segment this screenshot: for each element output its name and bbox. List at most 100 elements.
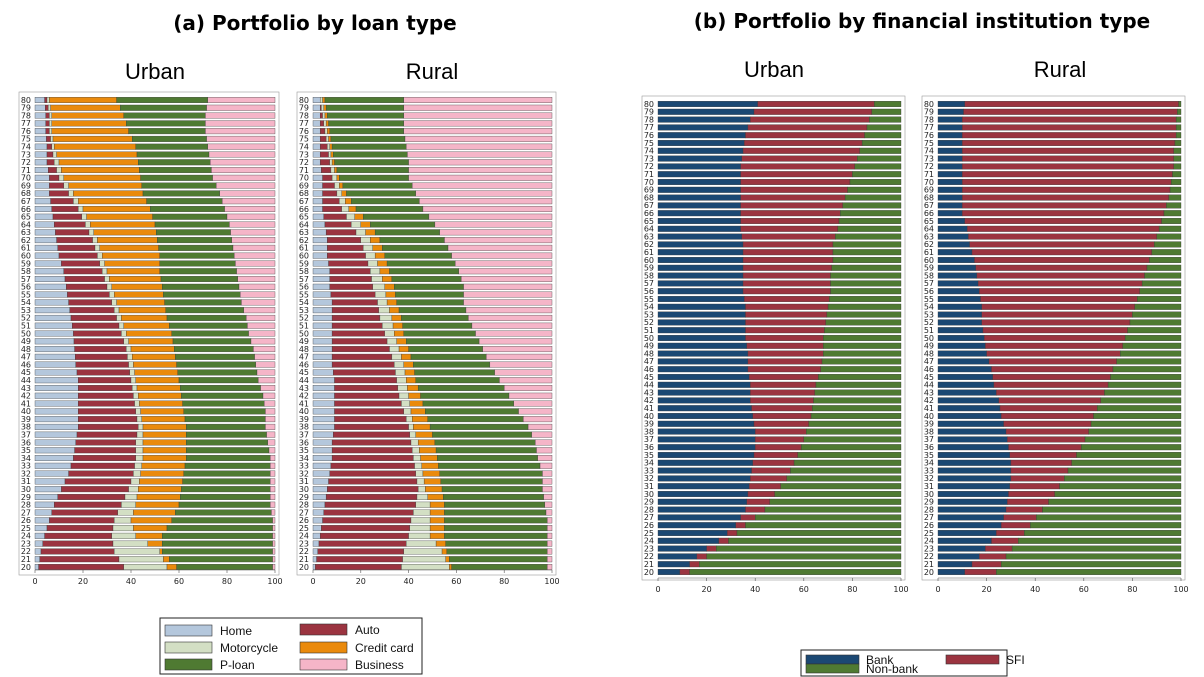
bar-segment-bank-age-69	[937, 186, 963, 193]
bar-segment-home-age-41	[312, 400, 335, 407]
bar-segment-business-age-38	[527, 423, 553, 430]
bar-segment-auto-age-28	[324, 501, 416, 508]
bar-segment-sfi-age-40	[752, 413, 812, 419]
bar-segment-credit-card-age-37	[142, 431, 187, 438]
bar-segment-p-loan-age-53	[398, 307, 467, 314]
chart-title: Urban	[125, 59, 185, 84]
bar-segment-business-age-70	[212, 174, 276, 181]
bar-segment-home-age-21	[34, 556, 40, 563]
bar-segment-motorcycle-age-65	[81, 213, 87, 220]
y-tick-label: 62	[21, 236, 31, 245]
y-tick-label: 30	[299, 485, 309, 494]
bar-segment-home-age-47	[312, 353, 333, 360]
bar-segment-bank-age-38	[657, 428, 756, 435]
bar-segment-p-loan-age-37	[432, 431, 532, 438]
bar-segment-business-age-36	[535, 439, 553, 446]
y-tick-label: 34	[924, 459, 934, 468]
bar-segment-motorcycle-age-53	[114, 307, 120, 314]
y-tick-label: 63	[644, 232, 654, 241]
bar-segment-motorcycle-age-32	[415, 470, 424, 477]
bar-segment-bank-age-37	[657, 436, 756, 443]
bar-segment-home-age-51	[34, 322, 73, 329]
bar-segment-home-age-44	[34, 377, 79, 384]
bar-segment-p-loan-age-32	[439, 470, 543, 477]
bar-segment-business-age-31	[542, 478, 553, 485]
bar-segment-business-age-73	[208, 151, 276, 158]
y-tick-label: 49	[644, 342, 654, 351]
bar-segment-credit-card-age-49	[128, 338, 174, 345]
bar-segment-p-loan-age-56	[394, 283, 464, 290]
y-tick-label: 58	[644, 271, 654, 280]
bar-segment-sfi-age-67	[740, 202, 843, 209]
bar-segment-non-bank-age-55	[829, 296, 902, 302]
bar-segment-credit-card-age-68	[341, 190, 347, 197]
y-tick-label: 66	[644, 209, 654, 218]
bar-segment-motorcycle-age-21	[118, 556, 164, 563]
bar-segment-credit-card-age-62	[97, 237, 158, 244]
bar-segment-business-age-33	[270, 462, 276, 469]
bar-segment-business-age-70	[408, 174, 553, 181]
bar-segment-sfi-age-38	[1005, 428, 1089, 435]
bar-segment-credit-card-age-44	[135, 377, 180, 384]
bar-segment-auto-age-67	[50, 198, 74, 205]
bar-segment-motorcycle-age-61	[94, 244, 100, 251]
y-tick-label: 76	[924, 131, 934, 140]
bar-segment-credit-card-age-20	[449, 564, 452, 570]
bar-segment-home-age-24	[312, 532, 321, 539]
bar-segment-home-age-55	[312, 291, 332, 298]
bar-segment-business-age-78	[205, 112, 276, 119]
bar-segment-bank-age-62	[657, 241, 744, 248]
bar-segment-bank-age-27	[657, 514, 741, 521]
bar-segment-p-loan-age-51	[402, 322, 473, 329]
bar-segment-business-age-80	[207, 97, 276, 103]
bar-segment-bank-age-20	[937, 569, 965, 575]
bar-segment-sfi-age-24	[718, 537, 729, 544]
bar-segment-bank-age-47	[937, 358, 990, 365]
bar-segment-home-age-36	[312, 439, 333, 446]
bar-segment-p-loan-age-63	[156, 229, 231, 236]
y-tick-label: 69	[21, 181, 31, 190]
bar-segment-sfi-age-25	[996, 530, 1025, 536]
bar-segment-credit-card-age-76	[51, 128, 129, 135]
bar-segment-auto-age-27	[51, 509, 118, 516]
bar-segment-bank-age-47	[657, 358, 749, 365]
bar-segment-p-loan-age-70	[140, 174, 213, 181]
bar-segment-auto-age-78	[319, 112, 323, 119]
bar-segment-p-loan-age-54	[164, 299, 242, 306]
bar-segment-business-age-77	[205, 120, 276, 127]
bar-segment-sfi-age-28	[745, 506, 766, 513]
bar-segment-non-bank-age-48	[1120, 350, 1182, 357]
bar-segment-auto-age-48	[331, 346, 390, 353]
bar-segment-auto-age-70	[49, 174, 60, 181]
bar-segment-auto-age-32	[329, 470, 416, 477]
bar-segment-bank-age-20	[657, 569, 681, 575]
bar-segment-home-age-28	[34, 501, 55, 508]
bar-segment-p-loan-age-34	[437, 455, 538, 462]
y-tick-label: 67	[924, 201, 934, 210]
y-tick-label: 31	[21, 477, 31, 486]
bar-segment-sfi-age-52	[745, 319, 826, 326]
bar-segment-non-bank-age-64	[1158, 225, 1182, 232]
bar-segment-business-age-52	[246, 314, 276, 321]
bar-segment-p-loan-age-71	[139, 167, 212, 174]
bar-segment-motorcycle-age-75	[325, 135, 329, 142]
bar-segment-non-bank-age-32	[1064, 475, 1182, 482]
y-tick-label: 28	[644, 505, 654, 514]
bar-segment-bank-age-63	[657, 233, 743, 240]
bar-segment-non-bank-age-46	[820, 366, 902, 373]
bar-segment-home-age-36	[34, 439, 76, 446]
bar-segment-bank-age-28	[937, 506, 1007, 513]
bar-segment-credit-card-age-33	[141, 462, 186, 469]
bar-segment-sfi-age-21	[971, 561, 1002, 568]
bar-segment-motorcycle-age-29	[416, 493, 428, 500]
bar-segment-bank-age-33	[937, 467, 1012, 474]
y-tick-label: 43	[924, 388, 934, 397]
bar-segment-business-age-69	[216, 182, 276, 189]
y-tick-label: 50	[924, 334, 934, 343]
bar-segment-non-bank-age-34	[1071, 459, 1182, 466]
bar-segment-sfi-age-61	[971, 249, 1153, 256]
bar-segment-credit-card-age-25	[429, 525, 445, 532]
bar-segment-bank-age-70	[657, 179, 741, 185]
bar-segment-home-age-65	[312, 213, 324, 220]
bar-segment-credit-card-age-42	[408, 392, 421, 399]
